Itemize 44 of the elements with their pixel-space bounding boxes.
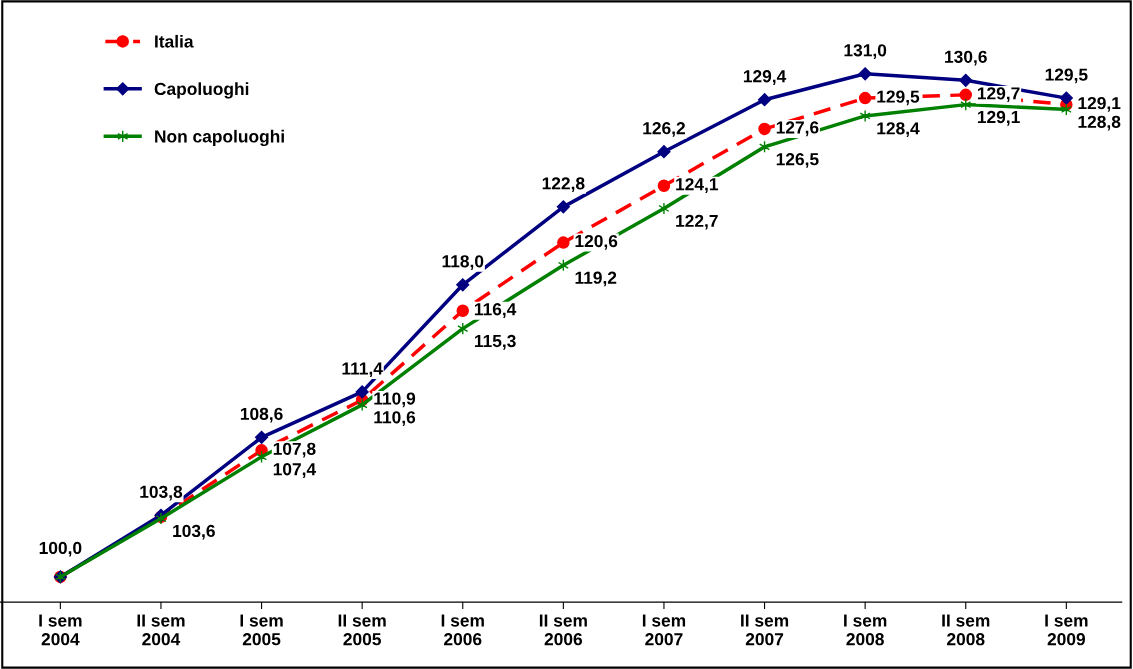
- data-label: 129,4: [743, 70, 787, 85]
- data-label: 129,7: [977, 87, 1020, 103]
- x-tick-label: I sem 2005: [240, 614, 283, 646]
- data-label: 130,6: [945, 50, 987, 66]
- x-tick-label: II sem 2005: [338, 614, 386, 646]
- x-tick-label: I sem 2006: [441, 614, 484, 646]
- data-label: 108,6: [240, 407, 283, 423]
- data-label: 100,0: [39, 541, 82, 557]
- data-label: 107,4: [273, 463, 317, 478]
- data-label: 120,6: [575, 234, 618, 250]
- x-tick-label: I sem 2008: [844, 614, 887, 646]
- data-label: 129,5: [1045, 68, 1088, 84]
- data-label: 126,5: [776, 153, 819, 168]
- data-label: 127,6: [776, 121, 819, 137]
- data-label: 126,2: [643, 122, 685, 137]
- data-label: 129,1: [977, 110, 1020, 126]
- data-label: 118,0: [442, 255, 484, 270]
- data-label: 116,4: [474, 303, 517, 318]
- x-tick-label: I sem 2007: [642, 614, 686, 646]
- data-label: 122,7: [676, 214, 718, 230]
- data-label: 110,6: [374, 411, 416, 426]
- legend-label: Capoluoghi: [154, 82, 249, 99]
- data-label: 128,4: [877, 122, 920, 138]
- data-label: 124,1: [676, 178, 719, 193]
- data-label: 129,1: [1078, 96, 1121, 112]
- data-label: 115,3: [474, 334, 516, 350]
- data-label: 122,8: [542, 177, 585, 193]
- data-label: 129,5: [877, 90, 920, 106]
- legend-label: Italia: [155, 34, 194, 48]
- data-label: 107,8: [273, 442, 316, 458]
- legend-label: Non capoluoghi: [155, 129, 284, 147]
- data-label: 103,6: [173, 524, 215, 540]
- x-tick-label: I sem 2009: [1045, 614, 1088, 646]
- data-label: 110,9: [374, 392, 416, 408]
- data-label: 119,2: [575, 271, 617, 287]
- x-tick-label: II sem 2007: [741, 614, 789, 646]
- data-label: 128,8: [1078, 115, 1121, 131]
- x-tick-label: II sem 2004: [137, 614, 185, 646]
- x-tick-label: II sem 2008: [942, 614, 990, 646]
- data-label: 103,8: [140, 485, 183, 501]
- data-label: 111,4: [342, 362, 383, 378]
- x-tick-label: I sem 2004: [39, 614, 82, 646]
- x-tick-label: II sem 2006: [539, 614, 587, 646]
- data-label: 131,0: [844, 44, 887, 59]
